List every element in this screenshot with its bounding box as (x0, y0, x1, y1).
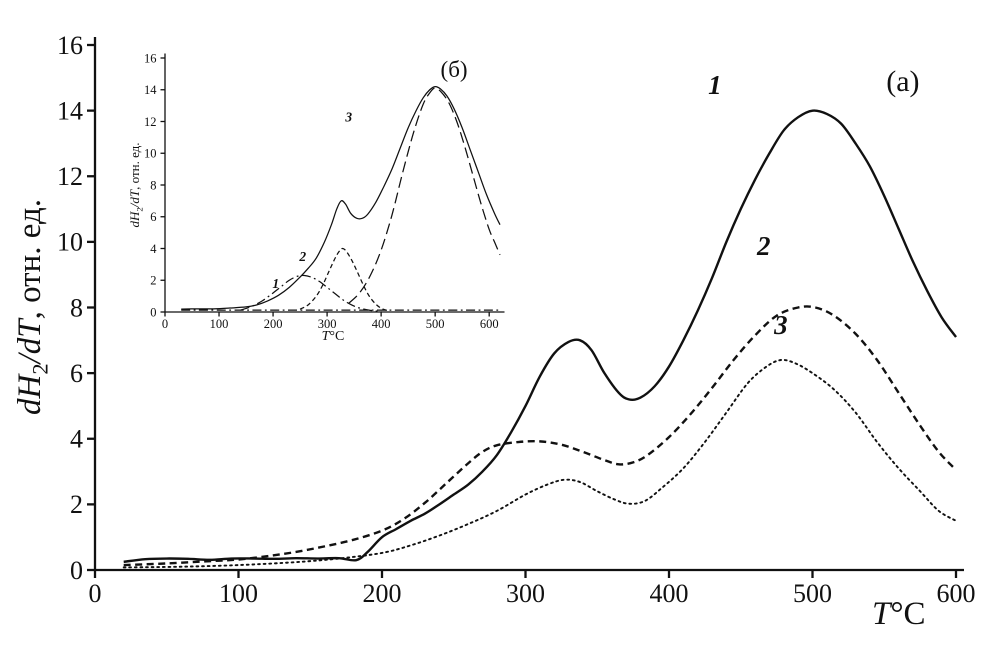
inset-ylabel-subscript: 2 (134, 207, 145, 212)
main-x-tick-label: 100 (219, 579, 258, 608)
inset-x-tick-label: 500 (426, 317, 445, 331)
main-y-tick-label: 2 (70, 490, 83, 519)
main-x-tick-label: 300 (506, 579, 545, 608)
inset-ylabel-symbol: dH (127, 211, 142, 228)
main-annotation-3: 3 (773, 310, 788, 340)
series-inset-component-3 (348, 87, 501, 304)
inset-y-tick-label: 6 (150, 210, 156, 224)
inset-y-tick-label: 0 (150, 305, 156, 319)
main-x-axis-label: T°C (872, 596, 926, 633)
main-xlabel-units: °C (890, 596, 926, 632)
inset-xlabel-symbol: T (321, 329, 330, 344)
main-xlabel-symbol: T (872, 596, 891, 632)
main-y-tick-label: 14 (57, 96, 83, 125)
main-y-tick-label: 12 (57, 162, 83, 191)
series-inset-component-1 (240, 274, 382, 312)
inset-x-tick-label: 300 (318, 317, 337, 331)
inset-y-tick-label: 10 (144, 147, 157, 161)
main-annotation-2: 2 (756, 231, 771, 261)
inset-y-axis-label: dH2/dT, отн. ед. (126, 75, 145, 295)
inset-annotation-1: 1 (272, 276, 279, 291)
main-ylabel-subscript: 2 (27, 363, 53, 375)
inset-ylabel-units: , отн. ед. (127, 142, 142, 190)
main-x-tick-label: 0 (89, 579, 102, 608)
series-main-1 (123, 109, 957, 563)
main-ylabel-units: , отн. ед. (12, 199, 48, 320)
inset-y-tick-label: 16 (144, 51, 157, 65)
main-y-tick-label: 4 (70, 425, 83, 454)
main-x-tick-label: 500 (793, 579, 832, 608)
inset-x-axis-label: T°C (298, 329, 368, 345)
inset-y-tick-label: 14 (144, 83, 157, 97)
main-y-axis-label: dH2/dT, отн. ед. (8, 97, 53, 517)
main-y-tick-label: 16 (57, 31, 83, 60)
inset-y-tick-label: 4 (150, 242, 157, 256)
inset-y-tick-label: 2 (150, 274, 156, 288)
inset-ylabel-symbol-tail: /dT (127, 189, 142, 208)
main-annotation-(a): (a) (886, 65, 919, 98)
series-inset-component-2 (299, 247, 390, 312)
inset-annotation-2: 2 (298, 249, 306, 264)
main-y-tick-label: 6 (70, 359, 83, 388)
main-y-tick-label: 10 (57, 228, 83, 257)
inset-annotation-(б): (б) (441, 57, 468, 82)
inset-x-tick-label: 200 (264, 317, 283, 331)
inset-y-tick-label: 12 (144, 115, 157, 129)
inset-annotation-3: 3 (344, 110, 352, 125)
main-y-tick-label: 8 (70, 293, 83, 322)
inset-xlabel-units: °C (329, 329, 345, 344)
inset-x-tick-label: 600 (480, 317, 499, 331)
main-ylabel-symbol: dH (12, 374, 48, 415)
inset-x-tick-label: 100 (210, 317, 229, 331)
main-y-tick-label: 0 (70, 556, 83, 585)
series-main-2 (123, 305, 957, 567)
series-main-3 (122, 358, 957, 569)
main-x-tick-label: 200 (363, 579, 402, 608)
main-x-tick-label: 600 (937, 579, 976, 608)
inset-x-tick-label: 0 (162, 317, 168, 331)
main-ylabel-symbol-tail: /dT (12, 319, 48, 364)
inset-x-tick-label: 400 (372, 317, 391, 331)
inset-y-tick-label: 8 (150, 178, 156, 192)
main-x-tick-label: 400 (650, 579, 689, 608)
series-inset-experimental (181, 85, 501, 310)
main-annotation-1: 1 (708, 70, 722, 100)
